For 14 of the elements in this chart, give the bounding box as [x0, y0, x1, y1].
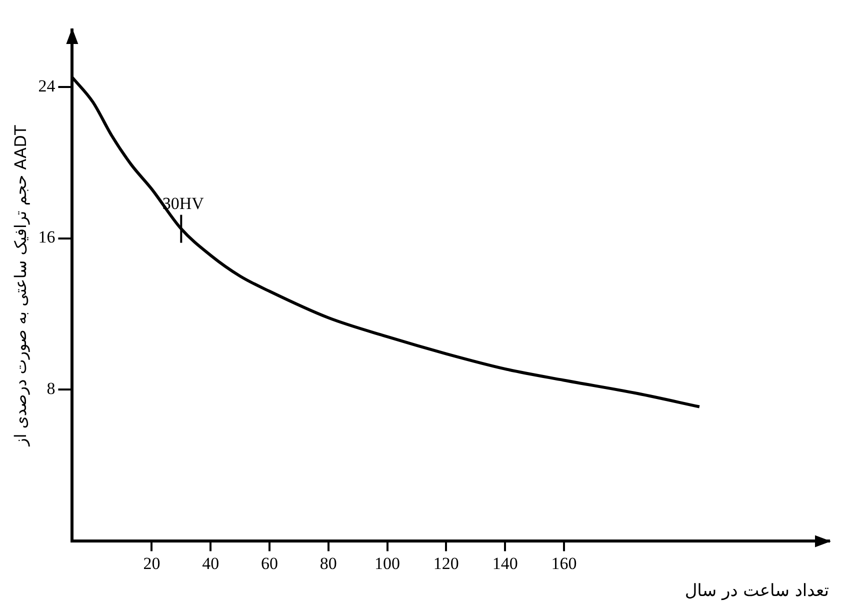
x-tick-label: 80 [320, 554, 337, 573]
y-tick-label: 8 [46, 379, 56, 398]
x-tick-label: 100 [374, 554, 400, 573]
annotation: 30HV [162, 194, 205, 213]
x-tick-label: 120 [433, 554, 459, 573]
x-tick-label: 40 [202, 554, 220, 573]
x-tick-label: 20 [143, 554, 160, 573]
y-axis-title: حجم ترافیک ساعتی به صورت درصدی از AADT [10, 125, 30, 447]
x-tick-label: 60 [261, 554, 278, 573]
y-tick-label: 24 [38, 76, 56, 96]
x-tick-label: 140 [492, 554, 518, 573]
y-tick-label: 16 [38, 228, 56, 247]
x-tick-label: 160 [551, 554, 577, 573]
x-axis-title: تعداد ساعت در سال [684, 581, 830, 602]
